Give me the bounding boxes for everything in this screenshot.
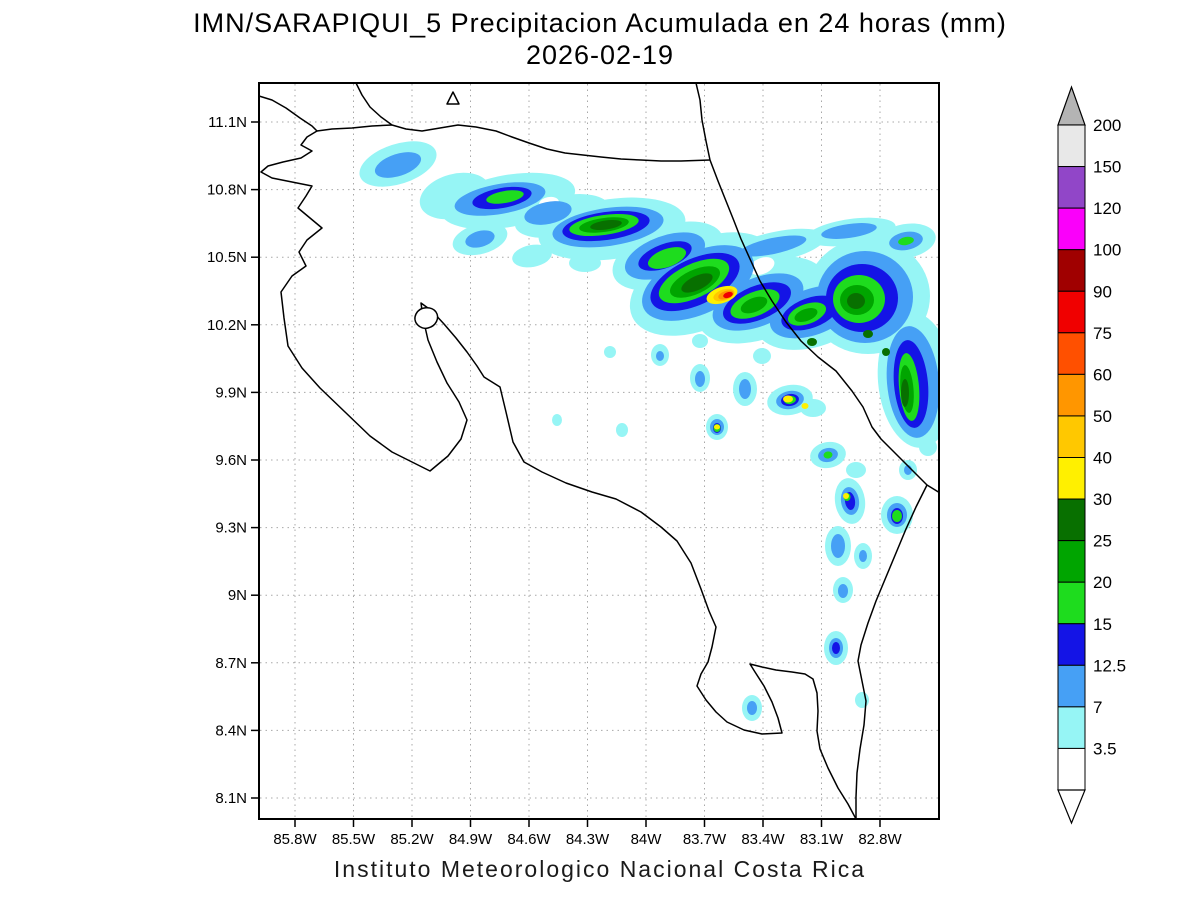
x-tick-label: 85.2W xyxy=(390,831,434,848)
y-axis-labels: 11.1N 10.8N 10.5N 10.2N 9.9N 9.6N 9.3N 9N 8.7N 8.… xyxy=(207,114,247,807)
colorbar-label: 75 xyxy=(1093,324,1112,343)
panama-border xyxy=(855,484,928,818)
colorbar-label: 25 xyxy=(1093,532,1112,551)
lake-nicaragua-and-san-juan-river xyxy=(355,84,711,162)
colorbar-top-arrow xyxy=(1057,85,1086,126)
colorbar-segment xyxy=(1057,290,1086,334)
colorbar-label: 7 xyxy=(1093,698,1102,717)
x-tick-label: 83.1W xyxy=(800,831,844,848)
x-tick-label: 84.9W xyxy=(449,831,493,848)
lake-island xyxy=(446,91,460,105)
colorbar-label: 30 xyxy=(1093,490,1112,509)
colorbar-label: 60 xyxy=(1093,365,1112,384)
pacific-coastline xyxy=(260,95,857,818)
colorbar-label: 40 xyxy=(1093,449,1112,468)
colorbar-segment xyxy=(1057,457,1086,500)
x-tick-label: 85.8W xyxy=(273,831,317,848)
y-tick-label: 8.4N xyxy=(215,722,247,739)
x-tick-label: 84W xyxy=(631,831,663,848)
colorbar-segment xyxy=(1057,415,1086,458)
colorbar-legend: 200 150 120 100 90 75 60 50 40 30 25 20 15 12.5 7 3.5 xyxy=(1057,85,1126,825)
x-tick-label: 85.5W xyxy=(332,831,376,848)
x-tick-label: 83.4W xyxy=(741,831,785,848)
colorbar-segment xyxy=(1057,747,1086,791)
y-tick-label: 10.8N xyxy=(207,182,247,199)
colorbar-label: 90 xyxy=(1093,282,1112,301)
y-tick-label: 10.5N xyxy=(207,249,247,266)
colorbar-segment xyxy=(1057,207,1086,251)
colorbar-segment xyxy=(1057,664,1086,708)
colorbar-label: 120 xyxy=(1093,199,1121,218)
colorbar-label: 12.5 xyxy=(1093,656,1126,675)
colorbar-segment xyxy=(1057,124,1086,168)
y-tick-label: 8.7N xyxy=(215,655,247,672)
plot-border xyxy=(258,82,940,820)
y-tick-label: 11.1N xyxy=(208,114,247,131)
y-tick-label: 9N xyxy=(228,587,247,604)
colorbar-label: 200 xyxy=(1093,116,1121,135)
figure-title: IMN/SARAPIQUI_5 Precipitacion Acumulada … xyxy=(193,8,1007,38)
colorbar-label: 15 xyxy=(1093,615,1112,634)
source-caption: Instituto Meteorologico Nacional Costa R… xyxy=(333,856,867,882)
x-tick-label: 84.3W xyxy=(566,831,610,848)
precipitation-shading xyxy=(359,141,938,721)
colorbar-segment xyxy=(1057,498,1086,542)
colorbar-segment xyxy=(1057,166,1086,209)
colorbar-label: 100 xyxy=(1093,241,1121,260)
gulf-island xyxy=(414,307,439,330)
y-tick-label: 8.1N xyxy=(215,790,247,807)
colorbar-bottom-arrow xyxy=(1057,789,1086,825)
x-tick-label: 84.6W xyxy=(507,831,551,848)
nicaragua-border xyxy=(316,124,393,132)
y-tick-label: 10.2N xyxy=(207,317,247,334)
axis-ticks xyxy=(251,121,881,827)
x-tick-label: 83.7W xyxy=(683,831,727,848)
colorbar-segment xyxy=(1057,706,1086,749)
colorbar-segment xyxy=(1057,623,1086,666)
coastline-borders xyxy=(260,84,938,818)
y-tick-label: 9.6N xyxy=(215,452,247,469)
colorbar-label: 3.5 xyxy=(1093,739,1117,758)
colorbar-segment xyxy=(1057,581,1086,625)
colorbar-label: 20 xyxy=(1093,573,1112,592)
colorbar-segment xyxy=(1057,249,1086,292)
y-tick-label: 9.3N xyxy=(215,520,247,537)
colorbar-segment xyxy=(1057,332,1086,375)
colorbar-label: 150 xyxy=(1093,158,1121,177)
colorbar-label: 50 xyxy=(1093,407,1112,426)
figure-date: 2026-02-19 xyxy=(525,40,675,70)
y-tick-label: 9.9N xyxy=(215,384,247,401)
colorbar-segment xyxy=(1057,540,1086,583)
colorbar-segment xyxy=(1057,373,1086,417)
x-tick-label: 82.8W xyxy=(858,831,902,848)
x-axis-labels: 85.8W 85.5W 85.2W 84.9W 84.6W 84.3W 84W 83.7W 83… xyxy=(273,831,902,848)
